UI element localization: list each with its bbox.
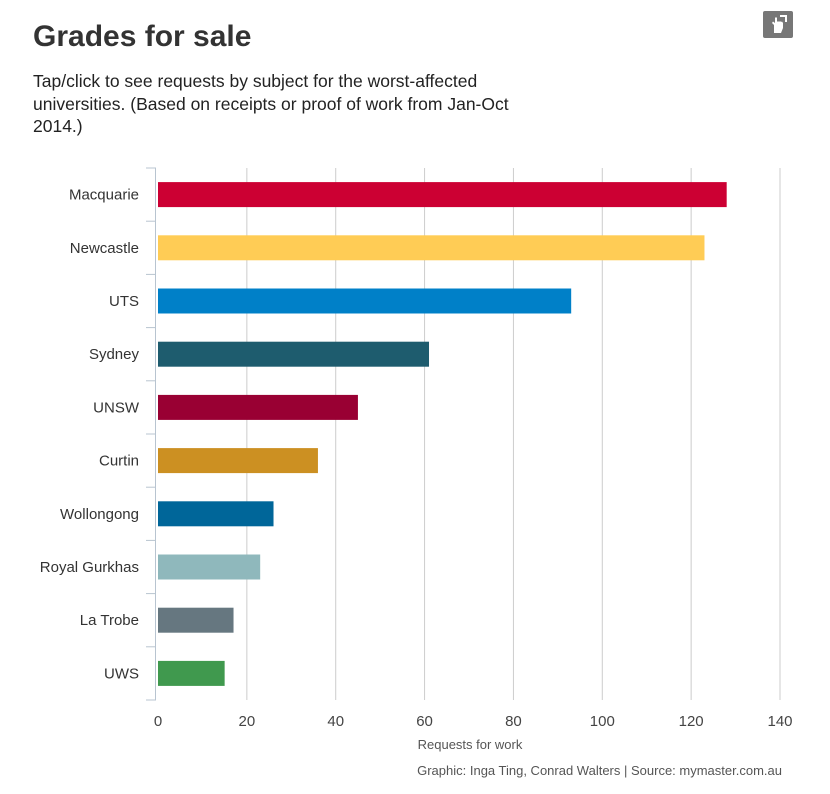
x-tick-label-60: 60	[416, 713, 433, 730]
x-tick-label-20: 20	[239, 713, 256, 730]
y-label-la-trobe: La Trobe	[80, 612, 139, 629]
x-axis-ticks: 0 20 40 60 80 100 120 140	[154, 713, 793, 730]
bar-series	[158, 182, 727, 686]
bar-wollongong[interactable]	[158, 501, 274, 527]
y-label-unsw: UNSW	[93, 399, 140, 416]
y-axis	[146, 167, 156, 701]
bar-unsw[interactable]	[158, 394, 358, 420]
bar-uts[interactable]	[158, 288, 572, 314]
y-label-sydney: Sydney	[89, 346, 140, 363]
bar-curtin[interactable]	[158, 448, 318, 474]
y-label-uts: UTS	[109, 293, 139, 310]
chart-subtitle: Tap/click to see requests by subject for…	[33, 71, 509, 136]
x-tick-label-120: 120	[679, 713, 704, 730]
x-axis-title: Requests for work	[418, 737, 523, 752]
share-pointer-icon	[772, 15, 787, 33]
x-tick-label-100: 100	[590, 713, 615, 730]
bar-sydney[interactable]	[158, 341, 430, 367]
y-label-curtin: Curtin	[99, 453, 139, 470]
y-label-wollongong: Wollongong	[60, 506, 139, 523]
bar-macquarie[interactable]	[158, 182, 727, 208]
share-button[interactable]	[763, 11, 793, 38]
bar-royal-gurkhas[interactable]	[158, 554, 261, 580]
y-label-uws: UWS	[104, 665, 139, 682]
y-label-royal-gurkhas: Royal Gurkhas	[40, 559, 139, 576]
x-tick-label-0: 0	[154, 713, 162, 730]
y-label-macquarie: Macquarie	[69, 187, 139, 204]
y-axis-labels: Macquarie Newcastle UTS Sydney UNSW Curtin Wol…	[40, 187, 140, 683]
x-tick-label-140: 140	[767, 713, 792, 730]
x-tick-label-40: 40	[327, 713, 344, 730]
bar-uws[interactable]	[158, 660, 225, 686]
bar-newcastle[interactable]	[158, 235, 705, 261]
source-credit: Graphic: Inga Ting, Conrad Walters | Sou…	[417, 763, 782, 778]
chart-title: Grades for sale	[33, 20, 252, 53]
x-tick-label-80: 80	[505, 713, 522, 730]
bar-la-trobe[interactable]	[158, 607, 234, 633]
y-label-newcastle: Newcastle	[70, 240, 139, 257]
